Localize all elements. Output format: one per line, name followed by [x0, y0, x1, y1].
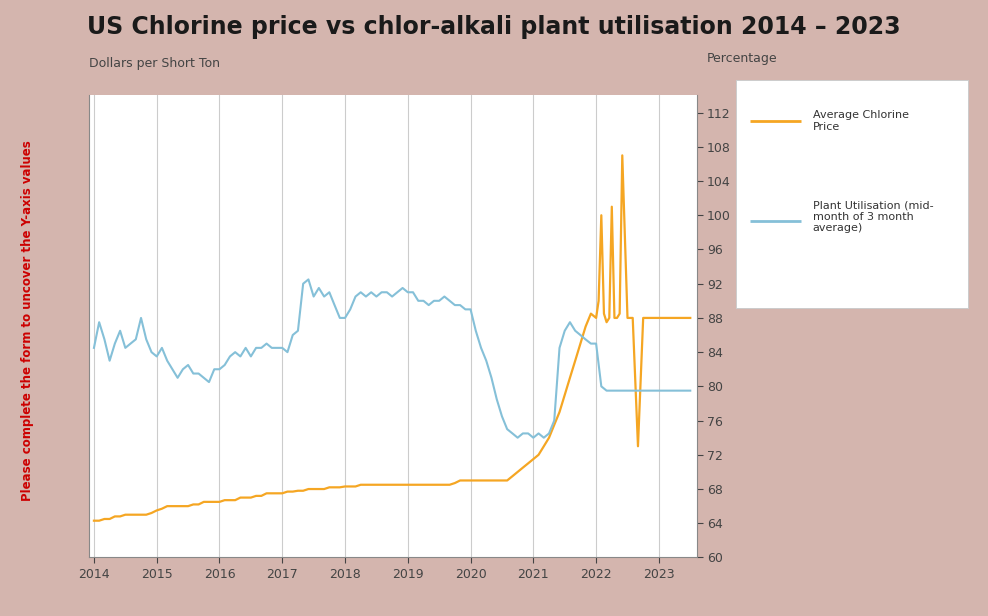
Text: US Chlorine price vs chlor-alkali plant utilisation 2014 – 2023: US Chlorine price vs chlor-alkali plant …: [87, 15, 901, 39]
Text: Please complete the form to uncover the Y-axis values: Please complete the form to uncover the …: [21, 140, 35, 501]
Text: Percentage: Percentage: [706, 52, 777, 65]
Text: Plant Utilisation (mid-
month of 3 month
average): Plant Utilisation (mid- month of 3 month…: [813, 200, 934, 233]
Text: Dollars per Short Ton: Dollars per Short Ton: [89, 57, 220, 70]
Text: Average Chlorine
Price: Average Chlorine Price: [813, 110, 909, 132]
